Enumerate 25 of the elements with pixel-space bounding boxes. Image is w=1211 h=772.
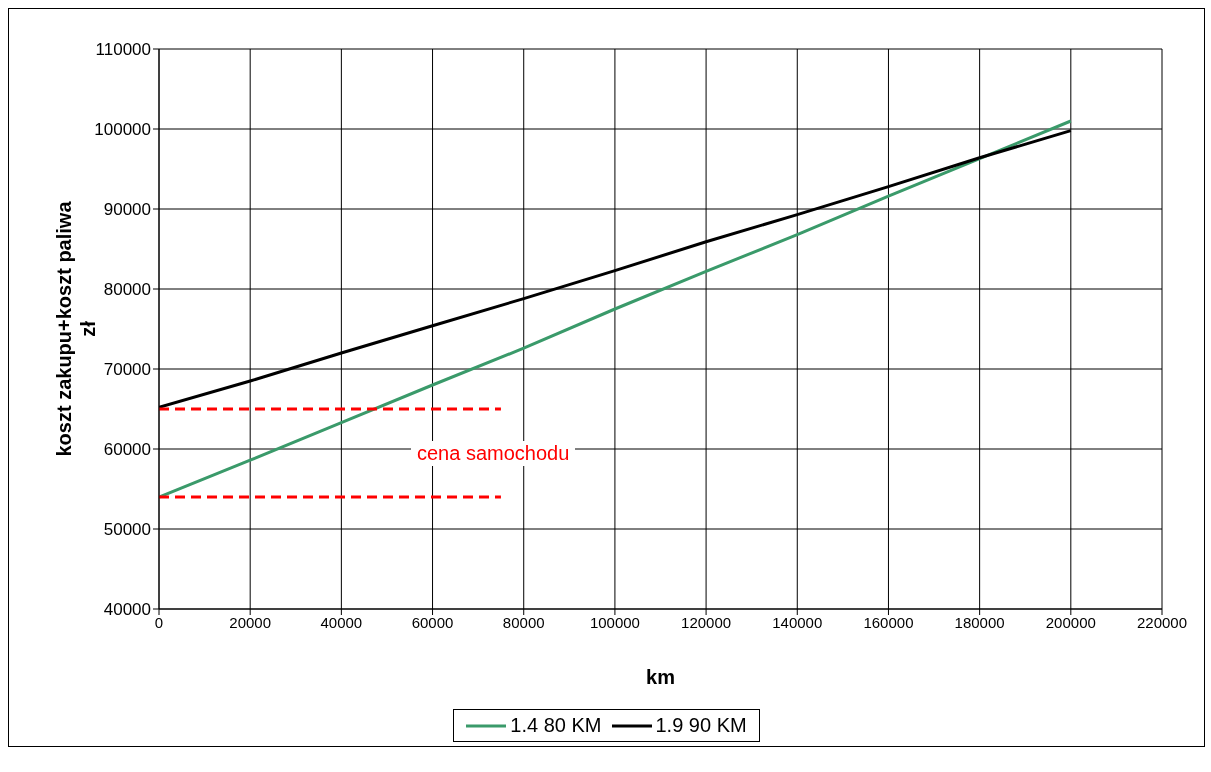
x-tick-label: 180000 [954,613,1005,631]
y-tick-label: 110000 [95,40,151,60]
x-axis-title: km [646,666,675,688]
x-tick-label: 140000 [772,613,823,631]
y-tick-label: 70000 [103,360,151,380]
x-tick-label: 60000 [411,613,454,631]
x-tick-label: 220000 [1136,613,1188,631]
annotation: cena samochodu [411,441,576,466]
legend-label: 1.9 90 KM [654,714,747,737]
y-tick-label: 80000 [103,280,151,300]
y-axis-title: koszt zakupu+koszt paliwa zł [53,200,99,457]
x-tick-label: 40000 [320,613,363,631]
y-tick-label: 100000 [94,120,151,140]
x-tick-label: 200000 [1045,613,1096,631]
line-series [159,119,1073,499]
x-tick-label: 120000 [681,613,732,631]
y-tick-label: 50000 [103,520,151,540]
y-tick-label: 60000 [103,440,151,460]
legend-label: 1.4 80 KM [509,714,602,737]
x-tick-label: 20000 [229,613,272,631]
y-tick-label: 90000 [103,200,151,220]
x-tick-label: 100000 [589,613,640,631]
x-tick-label: 160000 [863,613,914,631]
x-tick-label: 0 [154,613,164,631]
x-tick-label: 80000 [502,613,545,631]
